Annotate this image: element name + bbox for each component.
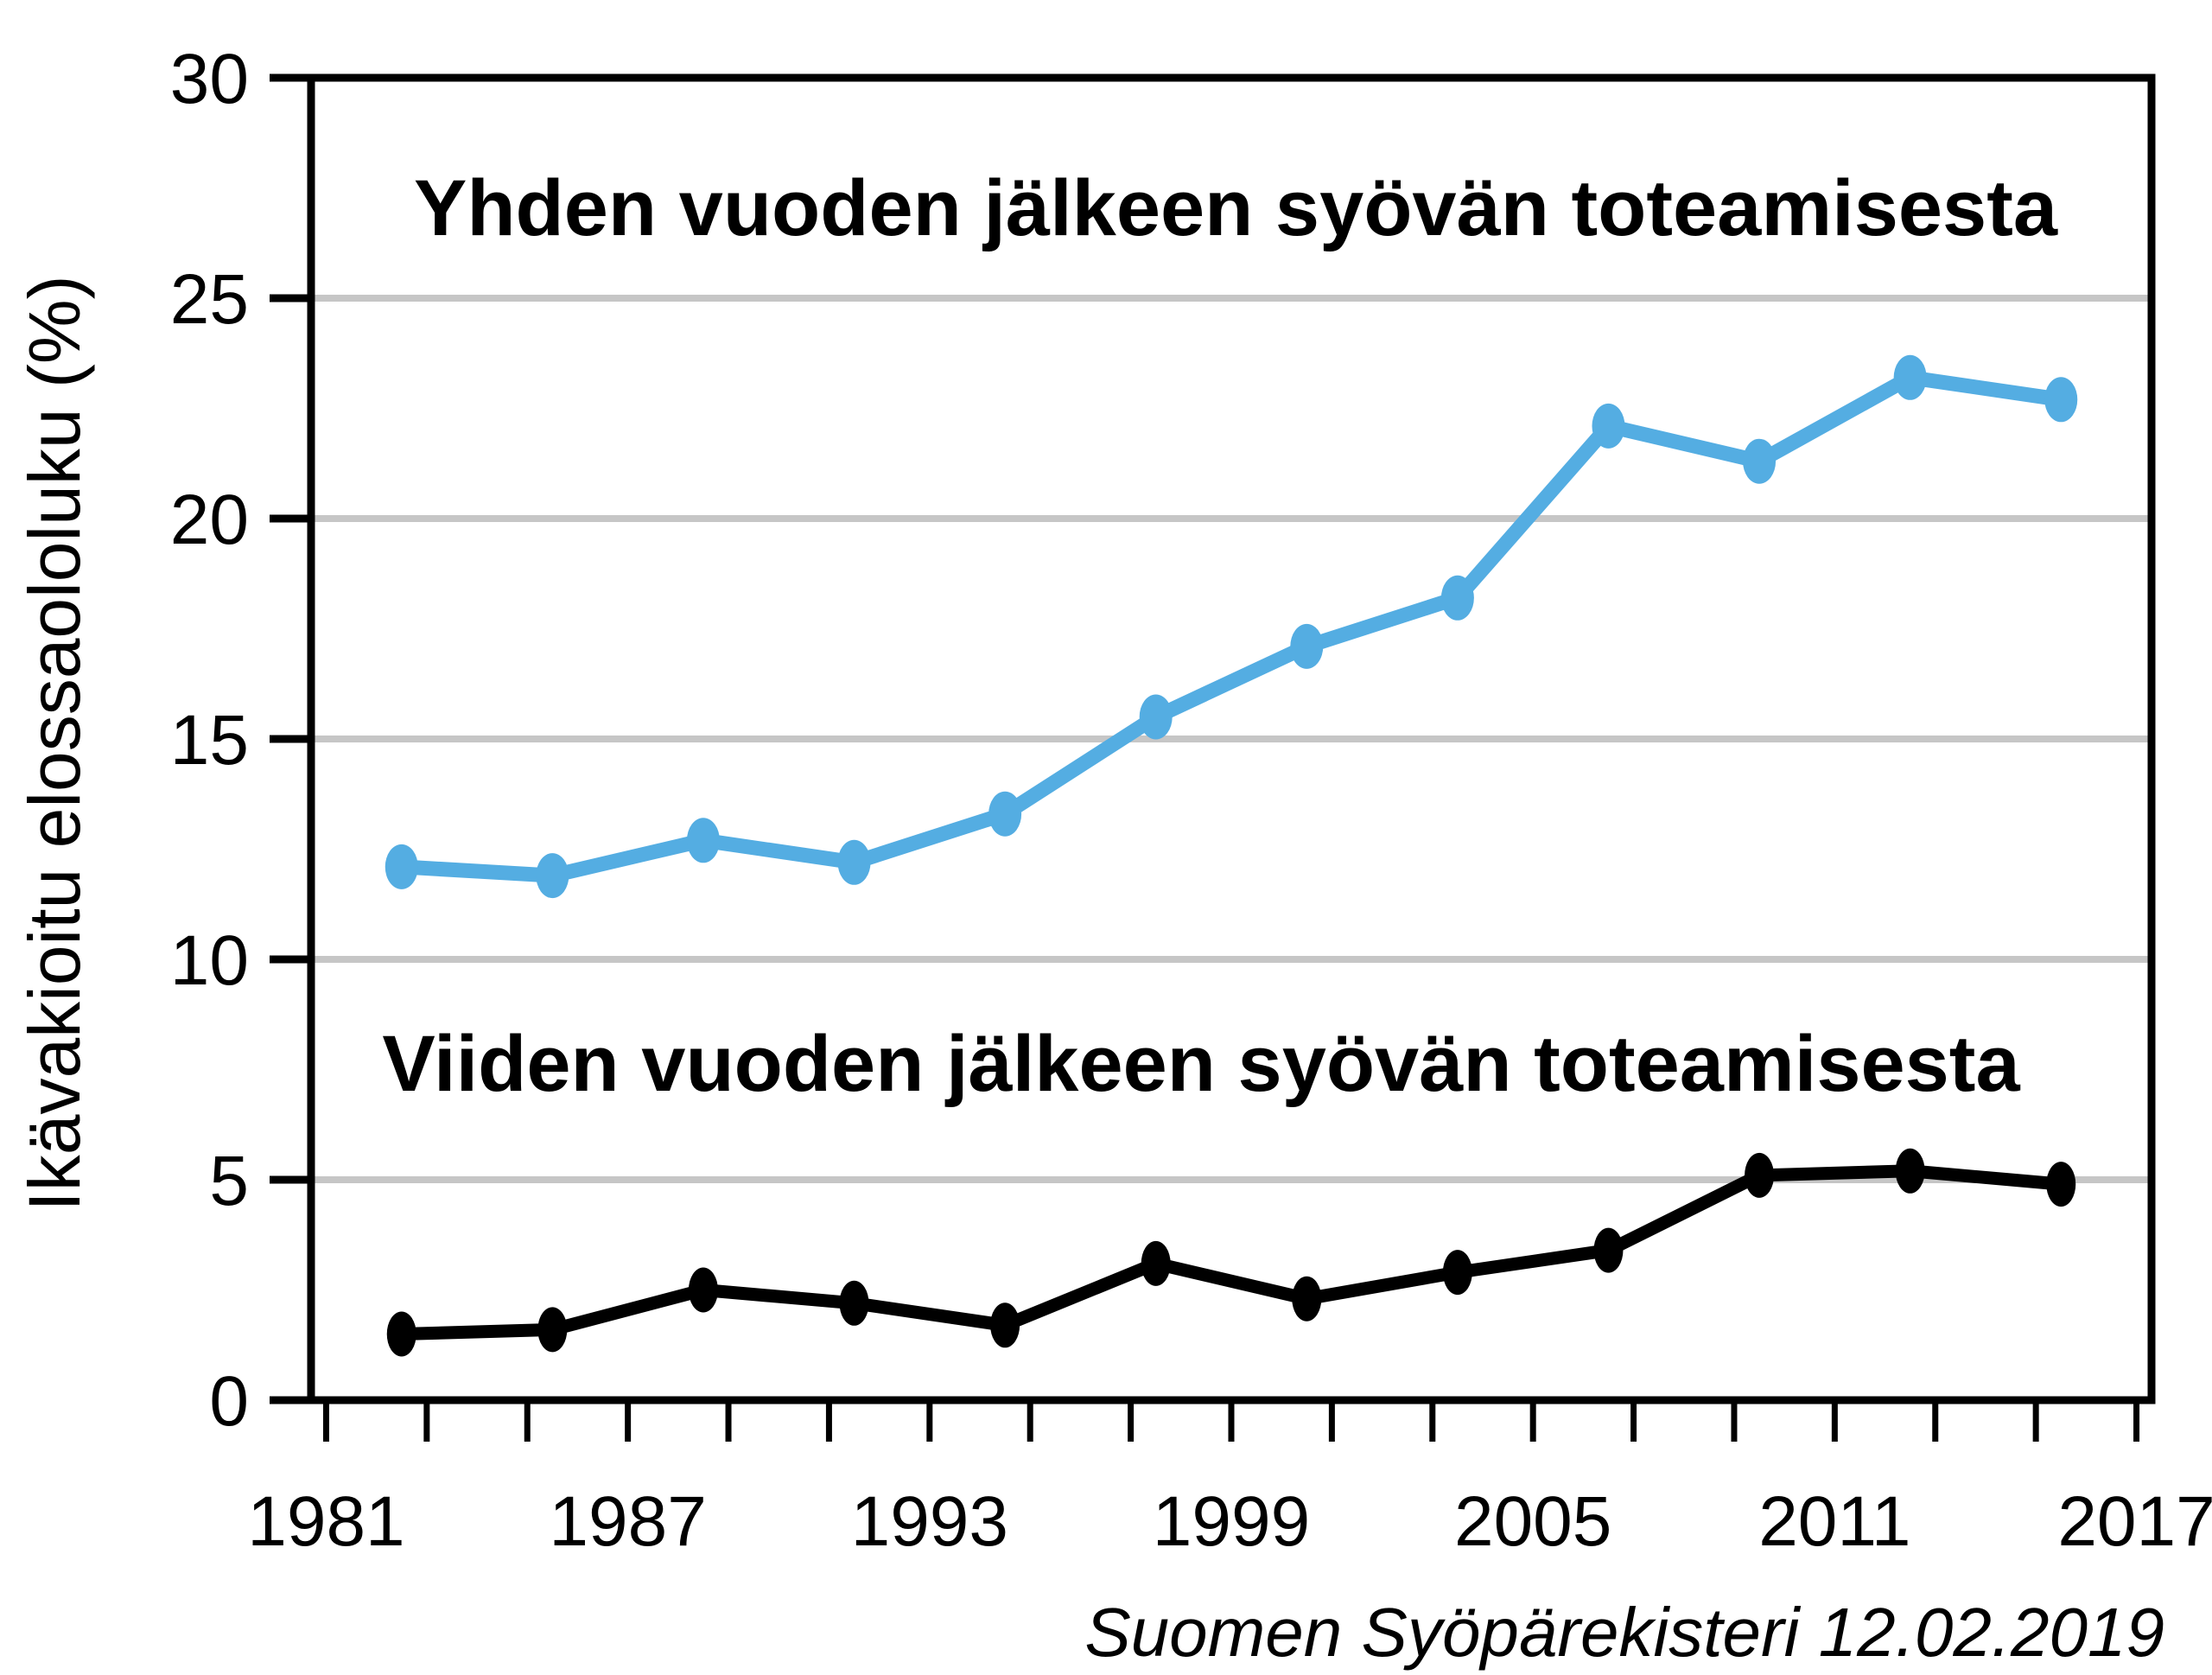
series-label-one-year: Yhden vuoden jälkeen syövän toteamisesta xyxy=(414,164,2058,252)
series-one-year-point xyxy=(536,853,569,899)
series-one-year-point xyxy=(988,791,1022,837)
series-five-year-point xyxy=(1141,1240,1171,1286)
y-tick-label: 15 xyxy=(170,701,249,780)
series-one-year-point xyxy=(1139,694,1173,740)
series-one-year-point xyxy=(1743,438,1777,484)
series-five-year-point xyxy=(537,1307,568,1353)
series-five-year-line xyxy=(401,1164,2062,1341)
series-five-year-point xyxy=(1442,1250,1472,1296)
series-one-year-point xyxy=(686,818,720,863)
source-note: Suomen Syöpärekisteri 12.02.2019 xyxy=(1084,1594,2164,1671)
x-tick-label: 2005 xyxy=(1454,1482,1611,1561)
series-one-year-point xyxy=(1592,403,1625,449)
x-axis-ticks: 1981 1987 1993 1999 2005 2011 2017 xyxy=(247,1400,2212,1561)
series-five-year-point xyxy=(1292,1276,1322,1322)
y-tick-label: 20 xyxy=(170,481,249,559)
x-tick-label: 1987 xyxy=(549,1482,706,1561)
y-tick-label: 25 xyxy=(170,260,249,339)
series-five-year-point xyxy=(2046,1162,2076,1207)
x-tick-label: 1993 xyxy=(851,1482,1008,1561)
gridlines xyxy=(311,295,2152,1183)
x-tick-label: 2011 xyxy=(1758,1482,1910,1561)
series-five-year-point xyxy=(839,1280,869,1326)
y-axis-ticks: 0 5 10 15 20 25 30 xyxy=(170,40,311,1441)
series-one-year-point xyxy=(385,844,418,889)
x-tick-label: 1999 xyxy=(1153,1482,1310,1561)
series-one-year-point xyxy=(2044,377,2078,423)
series-one-year-line xyxy=(401,369,2063,883)
x-tick-label: 2017 xyxy=(2057,1482,2212,1561)
y-tick-label: 30 xyxy=(170,40,249,118)
series-one-year-point xyxy=(1440,575,1474,621)
series-five-year xyxy=(386,1148,2076,1357)
series-one-year xyxy=(385,354,2078,899)
series-five-year-point xyxy=(1593,1227,1624,1273)
y-tick-label: 5 xyxy=(209,1142,249,1220)
y-tick-label: 0 xyxy=(209,1362,249,1441)
y-tick-label: 10 xyxy=(170,921,249,1000)
series-five-year-point xyxy=(688,1267,718,1313)
series-label-five-year: Viiden vuoden jälkeen syövän toteamisest… xyxy=(382,1020,2020,1108)
series-one-year-point xyxy=(1290,623,1324,669)
series-one-year-point xyxy=(837,839,871,885)
series-five-year-point xyxy=(1895,1148,1925,1194)
series-five-year-point xyxy=(1745,1152,1775,1198)
series-five-year-point xyxy=(990,1302,1020,1348)
y-axis-title: Ikävakioitu elossaololuku (%) xyxy=(14,275,95,1211)
series-one-year-point xyxy=(1893,354,1927,400)
x-tick-label: 1981 xyxy=(247,1482,404,1561)
series-five-year-point xyxy=(386,1311,416,1357)
